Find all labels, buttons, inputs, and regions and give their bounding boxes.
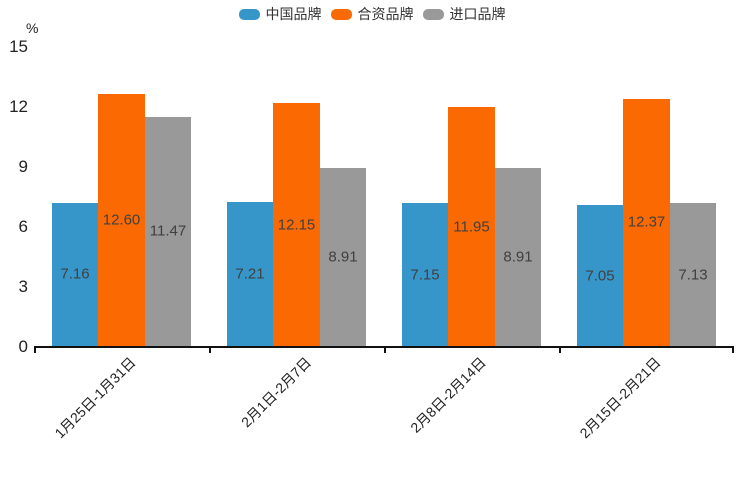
x-axis-label: 1月25日-1月31日 (51, 354, 139, 442)
y-tick-label: 0 (18, 337, 28, 356)
bar-value-label: 11.95 (453, 218, 490, 235)
y-tick-label: 6 (18, 217, 28, 236)
legend-swatch-icon (330, 8, 352, 20)
bar-合资品牌-2月1日-2月7日: 12.15 (273, 103, 320, 346)
y-tick-label: 3 (18, 277, 28, 296)
legend-label: 中国品牌 (265, 6, 322, 22)
x-axis-label: 2月1日-2月7日 (237, 354, 314, 431)
bar-value-label: 8.91 (503, 248, 533, 266)
bar-中国品牌-1月25日-1月31日: 7.16 (51, 202, 99, 346)
x-axis-tick (732, 348, 734, 353)
bar-合资品牌-1月25日-1月31日: 12.60 (98, 94, 145, 346)
bar-中国品牌-2月8日-2月14日: 7.15 (401, 203, 449, 346)
x-axis-tick (209, 348, 211, 353)
bar-group-0: 7.16 12.60 11.47 (34, 48, 209, 346)
bar-进口品牌-1月25日-1月31日: 11.47 (144, 116, 192, 346)
bar-group-2: 7.15 11.95 8.91 (384, 48, 559, 346)
plot-area: 7.16 12.60 11.47 7.21 12.15 8.91 7.15 11.95 8.91… (9, 37, 734, 441)
bar-进口品牌-2月1日-2月7日: 8.91 (319, 167, 367, 346)
bar-group-3: 7.05 12.37 7.13 (559, 48, 734, 346)
x-axis-tick (34, 348, 36, 353)
bar-合资品牌-2月8日-2月14日: 11.95 (448, 107, 495, 346)
bar-value-label: 11.47 (149, 222, 187, 240)
bar-value-label: 12.60 (102, 211, 141, 229)
bar-value-label: 12.15 (277, 216, 316, 233)
legend-item-2[interactable]: 进口品牌 (422, 6, 506, 22)
bar-group-1: 7.21 12.15 8.91 (209, 48, 384, 346)
y-tick-label: 15 (9, 37, 28, 56)
x-axis-tick (559, 348, 561, 353)
bar-groups: 7.16 12.60 11.47 7.21 12.15 8.91 7.15 11.95 8.91… (34, 48, 734, 346)
legend-swatch-icon (238, 8, 260, 20)
legend-item-0[interactable]: 中国品牌 (238, 6, 322, 22)
bar-value-label: 12.37 (627, 213, 666, 231)
x-axis-line (34, 346, 734, 348)
bar-进口品牌-2月15日-2月21日: 7.13 (669, 203, 717, 346)
legend-label: 合资品牌 (357, 6, 414, 22)
x-axis-label: 2月15日-2月21日 (576, 354, 664, 442)
legend-swatch-icon (422, 8, 444, 20)
bar-value-label: 8.91 (328, 248, 358, 266)
bar-中国品牌-2月1日-2月7日: 7.21 (226, 201, 274, 346)
y-tick-label: 9 (18, 157, 28, 176)
legend: 中国品牌 合资品牌 进口品牌 (0, 6, 744, 22)
bar-进口品牌-2月8日-2月14日: 8.91 (494, 167, 542, 346)
bar-value-label: 7.13 (678, 266, 708, 284)
bar-value-label: 7.15 (410, 266, 440, 283)
bar-value-label: 7.16 (60, 265, 90, 283)
bar-value-label: 7.21 (235, 265, 265, 283)
x-axis-label: 2月8日-2月14日 (407, 354, 489, 436)
y-axis-unit-label: % (26, 20, 39, 36)
legend-item-1[interactable]: 合资品牌 (330, 6, 414, 22)
y-tick-label: 12 (9, 97, 28, 116)
bar-value-label: 7.05 (585, 267, 615, 284)
bar-中国品牌-2月15日-2月21日: 7.05 (576, 205, 624, 346)
x-axis-tick (384, 348, 386, 353)
bar-合资品牌-2月15日-2月21日: 12.37 (623, 98, 670, 346)
legend-label: 进口品牌 (449, 6, 506, 22)
